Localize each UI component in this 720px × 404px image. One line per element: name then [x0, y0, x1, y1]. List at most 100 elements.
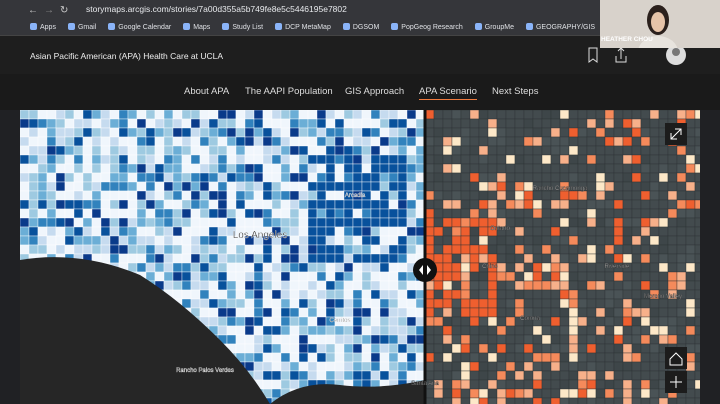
map-cell	[586, 325, 597, 336]
map-cell	[433, 127, 444, 138]
map-cell	[298, 244, 309, 255]
bookmark[interactable]: GroupMe	[475, 23, 514, 31]
map-cell	[469, 217, 480, 228]
map-cell	[640, 253, 651, 264]
map-cell	[136, 226, 147, 237]
bookmark[interactable]: Apps	[30, 23, 56, 31]
map-cell	[136, 199, 147, 210]
map-cell	[460, 199, 471, 210]
map-cell	[388, 163, 399, 174]
map-cell	[325, 235, 336, 246]
bookmark[interactable]: Google Calendar	[108, 23, 171, 31]
map-cell	[361, 226, 372, 237]
map-cell	[154, 136, 165, 147]
map-cell	[253, 325, 264, 336]
map-cell	[460, 361, 471, 372]
map-cell	[694, 253, 700, 264]
map-cell	[82, 244, 93, 255]
map-cell	[262, 190, 273, 201]
map-cell	[334, 208, 345, 219]
map-cell	[388, 110, 399, 120]
forward[interactable]: →	[44, 5, 54, 16]
map-cell	[136, 154, 147, 165]
map-cell	[262, 154, 273, 165]
nav-link[interactable]: Next Steps	[492, 86, 539, 97]
map-cell	[604, 181, 615, 192]
map-cell	[298, 289, 309, 300]
map-cell	[109, 226, 120, 237]
map-cell	[298, 361, 309, 372]
map-cell	[379, 208, 390, 219]
map-cell	[568, 370, 579, 381]
map-cell	[586, 110, 597, 120]
map-cell	[658, 217, 669, 228]
bookmark[interactable]: Gmail	[68, 23, 96, 31]
nav-link[interactable]: APA Scenario	[419, 86, 477, 100]
map-cell	[541, 307, 552, 318]
map-cell	[568, 136, 579, 147]
swipe-handle[interactable]	[413, 258, 437, 282]
map-cell	[388, 136, 399, 147]
map-cell	[523, 136, 534, 147]
map-cell	[532, 271, 543, 282]
bookmark[interactable]: Study List	[222, 23, 263, 31]
map-cell	[613, 343, 624, 354]
map-cell	[586, 199, 597, 210]
map-cell	[469, 307, 480, 318]
bookmark[interactable]: DGSOM	[343, 23, 379, 31]
map-cell	[64, 235, 75, 246]
map-cell	[271, 172, 282, 183]
nav-link[interactable]: The AAPI Population	[245, 86, 333, 97]
map-cell	[568, 334, 579, 345]
map-cell	[208, 110, 219, 120]
map-cell	[325, 127, 336, 138]
nav-link[interactable]: About APA	[184, 86, 230, 97]
map-cell	[289, 163, 300, 174]
bookmark-icon[interactable]	[588, 47, 598, 63]
map-cell	[595, 244, 606, 255]
map-cell	[568, 172, 579, 183]
map-cell	[487, 298, 498, 309]
map-cell	[334, 181, 345, 192]
map-cell	[505, 361, 516, 372]
map-cell	[694, 307, 700, 318]
map-cell	[145, 217, 156, 228]
map-cell	[568, 145, 579, 156]
home-button[interactable]	[665, 347, 687, 369]
map-cell	[397, 289, 408, 300]
map-cell	[172, 127, 183, 138]
map-cell	[487, 370, 498, 381]
map-cell	[469, 235, 480, 246]
map-cell	[505, 262, 516, 273]
map-cell	[586, 253, 597, 264]
map-cell	[379, 334, 390, 345]
map-cell	[271, 181, 282, 192]
map-cell	[388, 370, 399, 381]
bookmark[interactable]: Maps	[183, 23, 210, 31]
bookmark[interactable]: DCP MetaMap	[275, 23, 331, 31]
back[interactable]: ←	[28, 5, 38, 16]
map-cell	[577, 190, 588, 201]
map-cell	[694, 388, 700, 399]
nav-link[interactable]: GIS Approach	[345, 86, 405, 97]
bookmark[interactable]: GEOGRAPHY/GIS	[526, 23, 595, 31]
map-cell	[586, 235, 597, 246]
map-cell	[343, 307, 354, 318]
map-cell	[442, 361, 453, 372]
map-cell	[622, 307, 633, 318]
map-cell	[586, 388, 597, 399]
map-cell	[208, 145, 219, 156]
reload[interactable]: ↻	[60, 5, 68, 16]
share-icon[interactable]	[615, 47, 627, 63]
bookmark[interactable]: PopGeog Research	[391, 23, 462, 31]
map-cell	[604, 397, 615, 404]
map-cell	[262, 352, 273, 363]
map-cell	[514, 379, 525, 390]
map-cell	[244, 199, 255, 210]
map-cell	[451, 298, 462, 309]
map-cell	[469, 253, 480, 264]
url[interactable]: storymaps.arcgis.com/stories/7a00d355a5b…	[86, 4, 347, 14]
map-cell	[406, 352, 417, 363]
map-cell	[37, 127, 48, 138]
